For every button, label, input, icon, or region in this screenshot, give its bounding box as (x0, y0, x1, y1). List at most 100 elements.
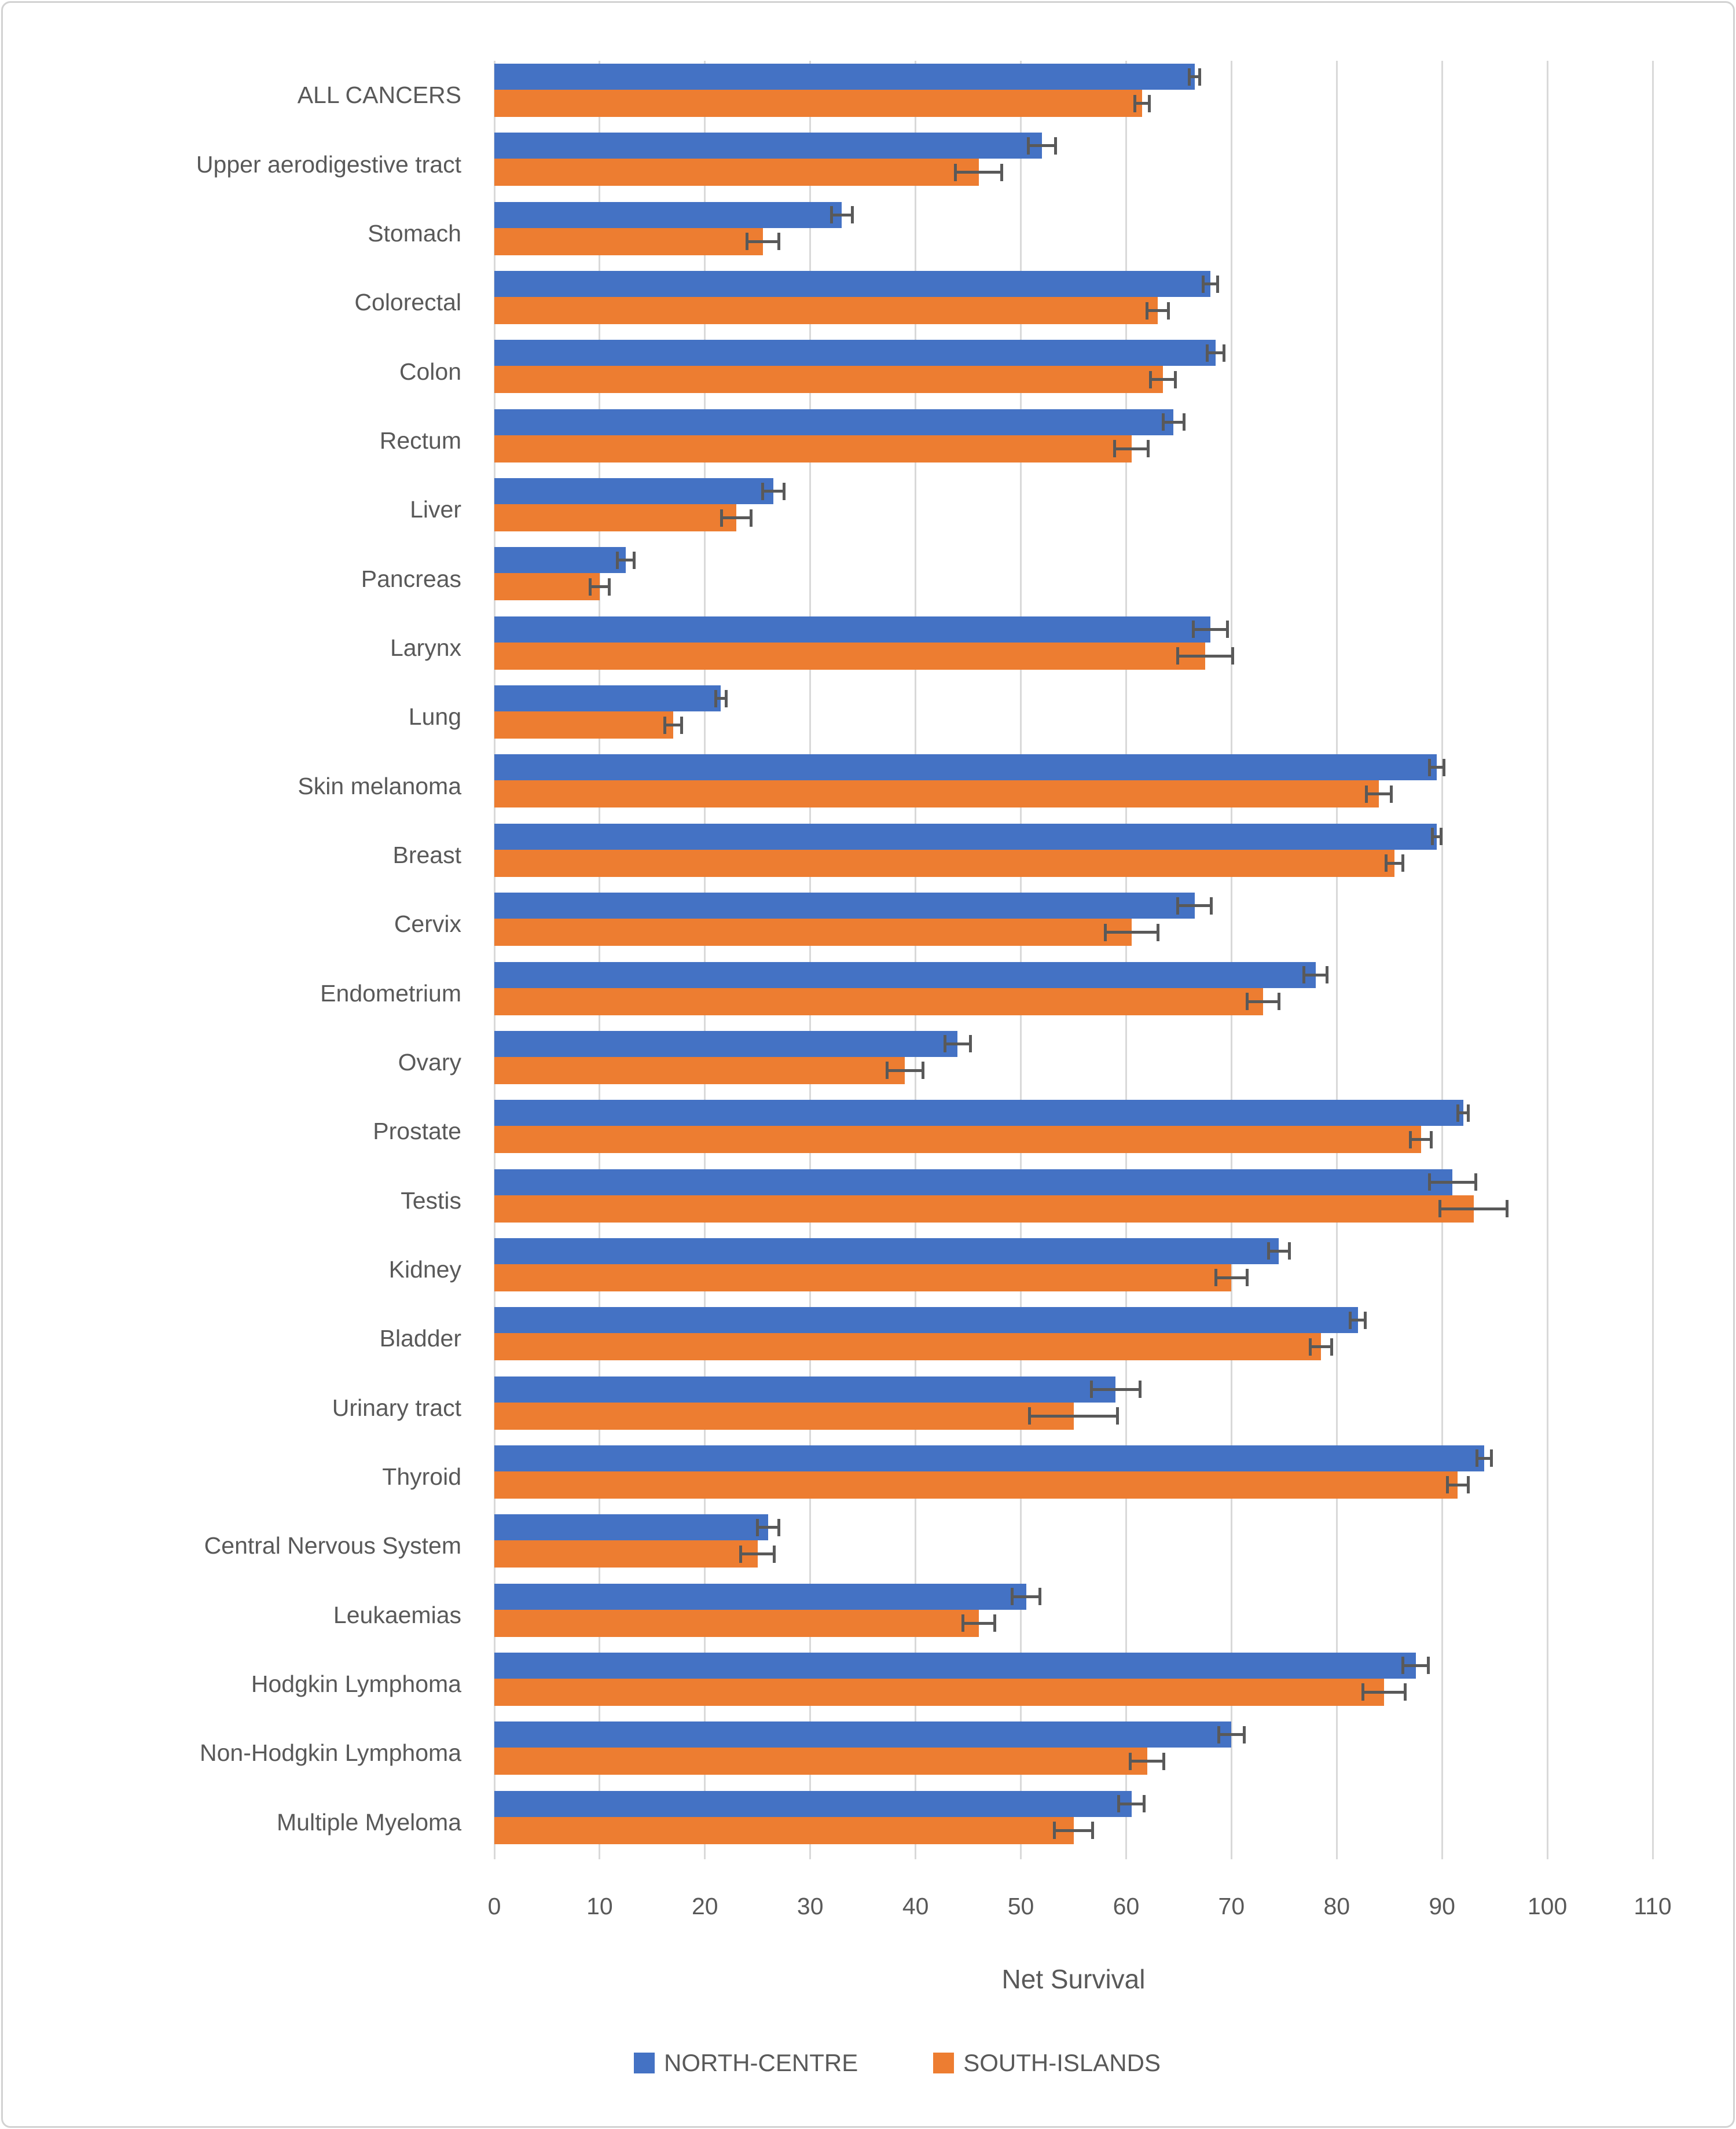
bar-south-islands (494, 366, 1164, 394)
error-bar-cap (1217, 1726, 1221, 1743)
error-bar (1363, 1690, 1405, 1694)
category-label: Breast (392, 841, 462, 868)
x-tick-label: 50 (1007, 1893, 1034, 1919)
error-bar-cap (968, 1035, 972, 1053)
error-bar-cap (1011, 1588, 1014, 1606)
error-bar-cap (1443, 758, 1446, 776)
error-bar (1028, 144, 1056, 148)
error-bar (747, 240, 779, 243)
error-bar (1012, 1595, 1040, 1598)
error-bar (887, 1069, 923, 1072)
category-label: Rectum (379, 427, 461, 454)
error-bar-cap (589, 578, 592, 596)
error-bar-cap (886, 1062, 889, 1080)
bar-north-centre (494, 64, 1195, 90)
error-bar-cap (1138, 1381, 1142, 1398)
error-bar-cap (1246, 993, 1249, 1010)
error-bar-cap (1401, 854, 1405, 872)
bar-north-centre (494, 1445, 1484, 1471)
bar-south-islands (494, 573, 600, 601)
error-bar-cap (777, 1518, 780, 1536)
bar-south-islands (494, 1540, 758, 1568)
error-bar-cap (1430, 1130, 1433, 1148)
bar-north-centre (494, 1169, 1453, 1195)
error-bar (1386, 861, 1403, 865)
error-bar-cap (1364, 785, 1368, 803)
x-tick-label: 10 (586, 1893, 613, 1919)
error-bar-cap (714, 689, 717, 707)
legend-item-north-centre: NORTH-CENTRE (634, 2049, 858, 2077)
bar-north-centre (494, 1583, 1026, 1610)
error-bar (1458, 1111, 1469, 1115)
error-bar (1054, 1829, 1093, 1832)
bar-north-centre (494, 1790, 1132, 1817)
error-bar-cap (954, 163, 957, 181)
error-bar-cap (773, 1545, 776, 1563)
error-bar-cap (1349, 1311, 1352, 1329)
error-bar-cap (1309, 1338, 1312, 1356)
error-bar (945, 1042, 971, 1045)
error-bar (963, 1621, 995, 1625)
legend-label: SOUTH-ISLANDS (963, 2049, 1161, 2076)
error-bar (1218, 1733, 1245, 1737)
category-label: Skin melanoma (298, 772, 461, 799)
error-bar-cap (1000, 163, 1004, 181)
error-bar-cap (1116, 1407, 1120, 1425)
x-tick-label: 80 (1323, 1893, 1350, 1919)
category-label: Urinary tract (332, 1394, 461, 1421)
gridline (493, 61, 496, 1859)
error-bar (1114, 447, 1148, 450)
error-bar (1350, 1319, 1366, 1322)
error-bar (762, 490, 784, 493)
category-label: Colorectal (354, 289, 461, 316)
error-bar-cap (1467, 1104, 1470, 1122)
bar-south-islands (494, 1056, 905, 1084)
category-label: Stomach (368, 219, 461, 247)
bar-north-centre (494, 685, 721, 712)
error-bar (715, 697, 726, 700)
error-bar (1091, 1387, 1140, 1391)
error-bar-cap (1490, 1449, 1493, 1467)
error-bar-cap (1198, 68, 1202, 86)
error-bar (1163, 420, 1184, 424)
error-bar-cap (1246, 1269, 1249, 1287)
error-bar-cap (1166, 302, 1170, 320)
bar-north-centre (494, 340, 1216, 366)
error-bar (1207, 351, 1224, 355)
error-bar-cap (1053, 1822, 1056, 1840)
bar-south-islands (494, 1748, 1147, 1775)
error-bar (721, 516, 751, 520)
bar-north-centre (494, 409, 1174, 435)
error-bar-cap (1214, 1269, 1217, 1287)
bar-north-centre (494, 478, 774, 505)
bar-north-centre (494, 1238, 1279, 1264)
bar-north-centre (494, 961, 1316, 988)
error-bar-cap (1133, 94, 1136, 112)
error-bar-cap (1267, 1242, 1270, 1260)
error-bar (1189, 75, 1200, 78)
error-bar-cap (756, 1518, 759, 1536)
plot-area (493, 61, 1654, 1859)
error-bar-cap (1176, 897, 1180, 915)
error-bar-cap (1225, 621, 1229, 638)
error-bar (1177, 904, 1212, 908)
bar-south-islands (494, 919, 1132, 946)
error-bar-cap (1401, 1657, 1405, 1675)
bar-south-islands (494, 159, 979, 186)
bar-south-islands (494, 297, 1158, 325)
category-label: Colon (399, 358, 461, 385)
bar-south-islands (494, 1402, 1074, 1430)
gridline (1230, 61, 1232, 1859)
error-bar-cap (830, 206, 833, 224)
x-axis-title: Net Survival (1001, 1964, 1146, 1994)
error-bar-cap (1188, 68, 1191, 86)
error-bar-cap (607, 578, 611, 596)
error-bar-cap (1142, 1795, 1146, 1813)
category-label: Thyroid (382, 1463, 461, 1491)
error-bar-cap (1427, 758, 1431, 776)
x-tick-label: 90 (1429, 1893, 1455, 1919)
error-bar (1410, 1138, 1432, 1141)
error-bar-cap (1148, 370, 1152, 388)
error-bar-cap (1147, 94, 1151, 112)
bar-north-centre (494, 133, 1042, 159)
